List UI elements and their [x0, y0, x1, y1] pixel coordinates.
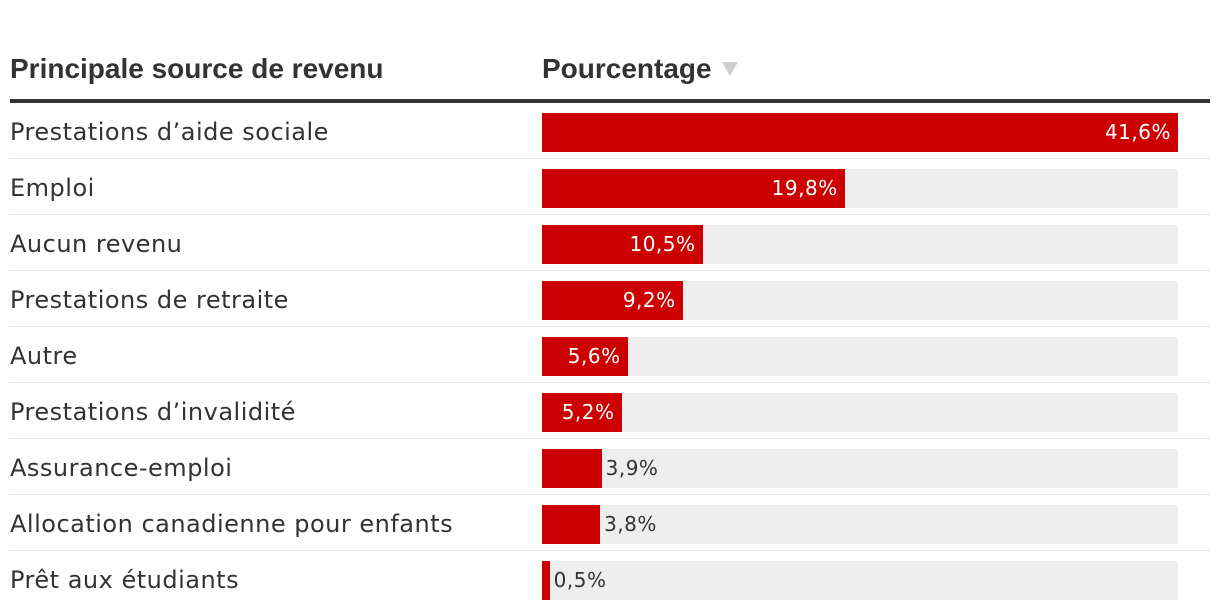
bar-track: 41,6%	[542, 113, 1178, 152]
label-column-header-text: Principale source de revenu	[10, 53, 384, 84]
bar	[542, 393, 622, 432]
label-column-header[interactable]: Principale source de revenu	[10, 50, 384, 88]
sort-descending-icon[interactable]	[721, 61, 738, 76]
bar-value-label: 5,2%	[561, 400, 615, 424]
bar-value-label: 19,8%	[771, 176, 838, 200]
bar	[542, 225, 703, 264]
bar-track: 0,5%	[542, 561, 1178, 600]
table-header: Principale source de revenu Pourcentage	[10, 50, 1210, 102]
row-label: Autre	[10, 342, 78, 370]
row-label: Prêt aux étudiants	[10, 566, 240, 594]
value-column-header[interactable]: Pourcentage	[542, 50, 738, 88]
row-label: Allocation canadienne pour enfants	[10, 510, 454, 538]
table-row: Aucun revenu 10,5%	[10, 215, 1210, 271]
bar	[542, 169, 845, 208]
row-label: Emploi	[10, 174, 95, 202]
bar	[542, 561, 550, 600]
bar	[542, 281, 683, 320]
bar-track: 19,8%	[542, 169, 1178, 208]
row-label: Assurance-emploi	[10, 454, 233, 482]
table-row: Assurance-emploi 3,9%	[10, 439, 1210, 495]
bar	[542, 337, 628, 376]
bar-value-label: 0,5%	[553, 568, 607, 592]
bar-track: 10,5%	[542, 225, 1178, 264]
table-row: Prestations d’invalidité 5,2%	[10, 383, 1210, 439]
row-label: Prestations d’aide sociale	[10, 118, 329, 146]
bar-value-label: 5,6%	[567, 344, 621, 368]
bar	[542, 113, 1178, 152]
value-column-header-text: Pourcentage	[542, 53, 712, 84]
bar	[542, 449, 602, 488]
bar-track: 5,6%	[542, 337, 1178, 376]
row-label: Prestations de retraite	[10, 286, 289, 314]
table-body: Prestations d’aide sociale 41,6% Emploi 19,…	[10, 103, 1210, 607]
table-row: Emploi 19,8%	[10, 159, 1210, 215]
bar-track: 5,2%	[542, 393, 1178, 432]
bar-value-label: 3,8%	[604, 512, 657, 536]
table-row: Prestations d’aide sociale 41,6%	[10, 103, 1210, 159]
table-row: Allocation canadienne pour enfants 3,8%	[10, 495, 1210, 551]
table-row: Prêt aux étudiants 0,5%	[10, 551, 1210, 607]
bar	[542, 505, 601, 544]
bar-value-label: 41,6%	[1104, 120, 1171, 144]
bar-value-label: 10,5%	[629, 232, 696, 256]
bar-value-label: 9,2%	[622, 288, 676, 312]
table-row: Prestations de retraite 9,2%	[10, 271, 1210, 327]
row-label: Prestations d’invalidité	[10, 398, 296, 426]
row-label: Aucun revenu	[10, 230, 183, 258]
bar-value-label: 3,9%	[605, 456, 659, 480]
header-divider	[10, 99, 1210, 103]
bar-track: 3,8%	[542, 505, 1178, 544]
table-row: Autre 5,6%	[10, 327, 1210, 383]
bar-track: 9,2%	[542, 281, 1178, 320]
bar-track: 3,9%	[542, 449, 1178, 488]
